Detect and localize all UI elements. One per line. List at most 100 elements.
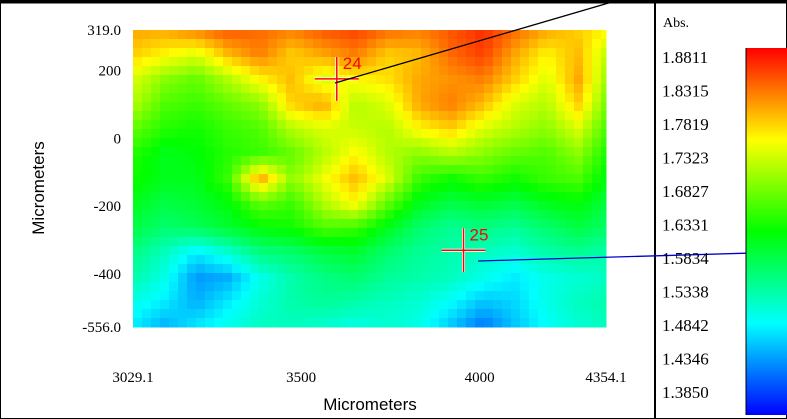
heatmap-cell — [547, 84, 557, 94]
heatmap-cell — [268, 165, 278, 175]
heatmap-cell — [250, 165, 260, 175]
heatmap-cell — [565, 147, 575, 157]
heatmap-cell — [448, 75, 458, 85]
heatmap-cell — [493, 246, 503, 256]
heatmap-cell — [214, 174, 224, 184]
heatmap-cell — [511, 300, 521, 310]
heatmap-cell — [520, 219, 530, 229]
heatmap-cell — [421, 282, 431, 292]
heatmap-cell — [304, 309, 314, 319]
heatmap-cell — [232, 309, 242, 319]
heatmap-cell — [304, 273, 314, 283]
heatmap-cell — [214, 219, 224, 229]
heatmap-cell — [493, 165, 503, 175]
heatmap-cell — [520, 318, 530, 328]
heatmap-cell — [403, 75, 413, 85]
heatmap-cell — [574, 273, 584, 283]
heatmap-cell — [313, 201, 323, 211]
heatmap-cell — [529, 300, 539, 310]
heatmap-cell — [232, 165, 242, 175]
heatmap-cell — [385, 309, 395, 319]
heatmap-cell — [394, 183, 404, 193]
heatmap-cell — [241, 228, 251, 238]
heatmap-cell — [394, 237, 404, 247]
heatmap-cell — [439, 93, 449, 103]
heatmap-cell — [529, 273, 539, 283]
heatmap-cell — [178, 264, 188, 274]
heatmap-cell — [232, 201, 242, 211]
heatmap-cell — [313, 138, 323, 148]
heatmap-cell — [340, 228, 350, 238]
heatmap-cell — [538, 174, 548, 184]
heatmap-cell — [160, 30, 170, 40]
heatmap-cell — [475, 318, 485, 328]
heatmap-cell — [196, 300, 206, 310]
heatmap-cell — [349, 30, 359, 40]
heatmap-cell — [178, 282, 188, 292]
heatmap-cell — [349, 84, 359, 94]
heatmap-cell — [574, 318, 584, 328]
heatmap-cell — [583, 75, 593, 85]
heatmap-cell — [376, 228, 386, 238]
heatmap-cell — [412, 120, 422, 130]
heatmap-cell — [214, 75, 224, 85]
heatmap-cell — [214, 309, 224, 319]
heatmap-cell — [538, 156, 548, 166]
heatmap-cell — [322, 39, 332, 49]
heatmap-cell — [286, 129, 296, 139]
heatmap-cell — [430, 228, 440, 238]
heatmap-cell — [214, 300, 224, 310]
heatmap-cell — [268, 111, 278, 121]
heatmap-cell — [313, 48, 323, 58]
heatmap-cell — [547, 192, 557, 202]
heatmap-cell — [223, 39, 233, 49]
heatmap-cell — [556, 228, 566, 238]
heatmap-cell — [304, 237, 314, 247]
heatmap-cell — [466, 120, 476, 130]
heatmap-cell — [538, 39, 548, 49]
heatmap-cell — [187, 255, 197, 265]
heatmap-cell — [313, 39, 323, 49]
heatmap-cell — [376, 93, 386, 103]
heatmap-cell — [475, 228, 485, 238]
heatmap-cell — [583, 228, 593, 238]
heatmap-cell — [511, 291, 521, 301]
heatmap-cell — [340, 246, 350, 256]
heatmap-cell — [133, 237, 143, 247]
heatmap-cell — [169, 264, 179, 274]
heatmap-cell — [223, 183, 233, 193]
heatmap-cell — [304, 39, 314, 49]
x-axis-title: Micrometers — [323, 395, 417, 414]
heatmap-cell — [556, 84, 566, 94]
heatmap-cell — [457, 48, 467, 58]
heatmap-cell — [313, 111, 323, 121]
heatmap-cell — [439, 219, 449, 229]
heatmap-cell — [322, 309, 332, 319]
heatmap-cell — [178, 129, 188, 139]
heatmap-cell — [160, 75, 170, 85]
heatmap-cell — [502, 57, 512, 67]
heatmap-cell — [385, 66, 395, 76]
heatmap-cell — [223, 264, 233, 274]
heatmap-cell — [556, 237, 566, 247]
heatmap-cell — [475, 102, 485, 112]
heatmap-cell — [457, 39, 467, 49]
heatmap-cell — [574, 30, 584, 40]
heatmap-cell — [466, 147, 476, 157]
heatmap-cell — [295, 300, 305, 310]
heatmap-cell — [385, 201, 395, 211]
heatmap-cell — [601, 84, 607, 94]
heatmap-cell — [556, 66, 566, 76]
heatmap-cell — [295, 273, 305, 283]
heatmap-cell — [295, 264, 305, 274]
heatmap-cell — [601, 174, 607, 184]
heatmap-cell — [394, 300, 404, 310]
heatmap-cell — [421, 120, 431, 130]
heatmap-cell — [160, 39, 170, 49]
heatmap-cell — [511, 120, 521, 130]
heatmap-cell — [196, 75, 206, 85]
heatmap-cell — [376, 291, 386, 301]
heatmap-cell — [205, 228, 215, 238]
heatmap-cell — [268, 318, 278, 328]
heatmap-cell — [295, 165, 305, 175]
